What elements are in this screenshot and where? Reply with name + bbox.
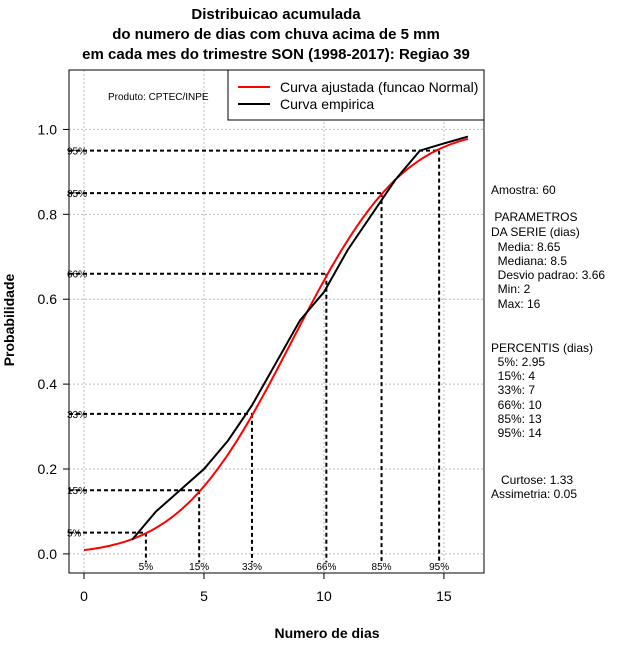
y-tick-label: 0.2	[38, 461, 58, 477]
stat-stddev: Desvio padrao: 3.66	[491, 268, 606, 282]
legend: Curva ajustada (funcao Normal) Curva emp…	[227, 69, 485, 121]
x-tick-label: 5	[200, 588, 208, 604]
percentile-y-label: 66%	[67, 270, 87, 281]
empirical-curve	[131, 135, 469, 541]
percentile-85: 85%: 13	[491, 412, 542, 426]
chart-title-line-2: do numero de dias com chuva acima de 5 m…	[112, 26, 440, 43]
sample-size: Amostra: 60	[491, 183, 556, 197]
percentile-x-label: 15%	[189, 562, 209, 573]
percentile-95: 95%: 14	[491, 426, 542, 440]
percentile-y-label: 95%	[67, 147, 87, 158]
y-axis-label: Probabilidade	[1, 274, 17, 367]
stat-skewness: Assimetria: 0.05	[491, 487, 578, 501]
credit-text: Produto: CPTEC/INPE	[108, 92, 209, 103]
y-tick-label: 0.8	[38, 206, 58, 222]
percentile-x-label: 33%	[242, 562, 262, 573]
normal-fit-curve	[83, 137, 469, 552]
legend-label-empirical: Curva empirica	[280, 96, 374, 112]
percentile-x-label: 66%	[316, 562, 336, 573]
y-tick-label: 0.0	[38, 546, 58, 562]
percentile-x-label: 85%	[372, 562, 392, 573]
chart-title-line-3: em cada mes do trimestre SON (1998-2017)…	[82, 46, 470, 63]
chart-title-line-1: Distribuicao acumulada	[191, 6, 361, 23]
y-tick-label: 0.4	[38, 376, 58, 392]
x-tick-label: 15	[436, 588, 452, 604]
params-subtitle: DA SERIE (dias)	[491, 225, 580, 239]
params-title: PARAMETROS	[491, 210, 578, 224]
x-tick-label: 0	[80, 588, 88, 604]
y-tick-label: 0.6	[38, 291, 58, 307]
percentile-5: 5%: 2.95	[491, 355, 546, 369]
percentiles-title: PERCENTIS (dias)	[491, 341, 594, 355]
percentile-66: 66%: 10	[491, 398, 542, 412]
percentile-y-label: 85%	[67, 189, 87, 200]
stat-min: Min: 2	[491, 282, 531, 296]
percentile-x-label: 5%	[139, 562, 154, 573]
percentile-15: 15%: 4	[491, 369, 536, 383]
percentile-x-label: 95%	[429, 562, 449, 573]
stat-median: Mediana: 8.5	[491, 254, 568, 268]
percentile-y-label: 5%	[67, 529, 82, 540]
legend-label-normal: Curva ajustada (funcao Normal)	[280, 79, 478, 95]
stat-max: Max: 16	[491, 297, 541, 311]
percentile-33: 33%: 7	[491, 383, 536, 397]
x-tick-label: 10	[316, 588, 332, 604]
percentile-y-label: 33%	[67, 410, 87, 421]
y-tick-label: 1.0	[38, 121, 58, 137]
plot-frame	[68, 69, 485, 574]
stat-mean: Media: 8.65	[491, 240, 561, 254]
x-axis-label: Numero de dias	[274, 625, 379, 641]
percentile-y-label: 15%	[67, 486, 87, 497]
stat-kurtosis: Curtose: 1.33	[491, 473, 574, 487]
